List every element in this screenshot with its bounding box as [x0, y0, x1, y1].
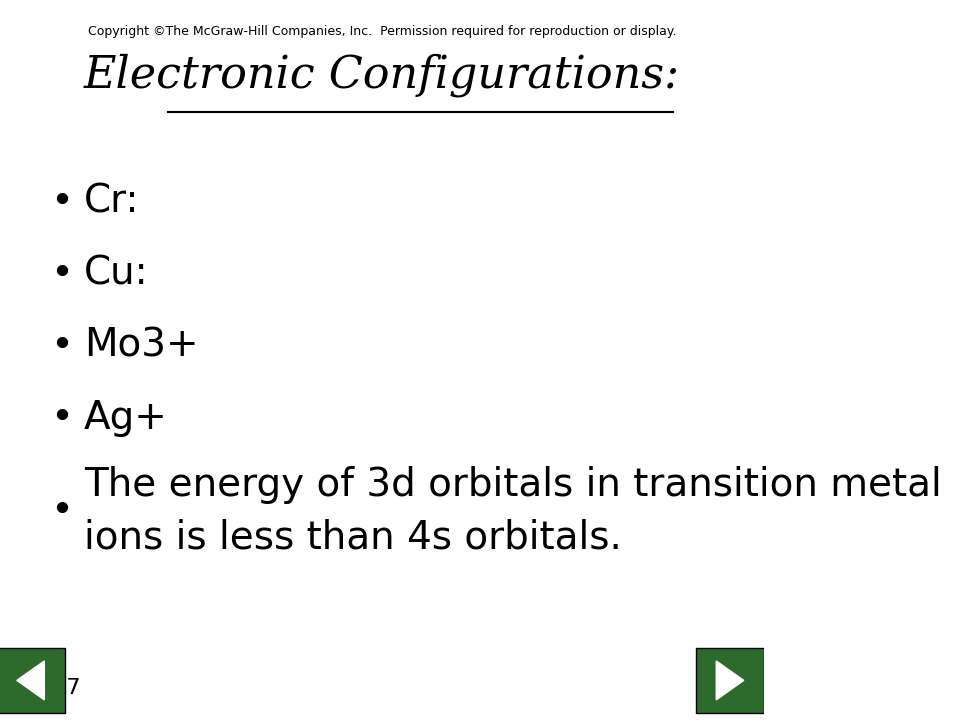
- Polygon shape: [17, 661, 44, 700]
- Text: •: •: [50, 183, 73, 220]
- Polygon shape: [716, 661, 744, 700]
- FancyBboxPatch shape: [696, 648, 764, 713]
- Text: •: •: [50, 399, 73, 436]
- Text: Ag+: Ag+: [84, 399, 168, 436]
- Text: Cr:: Cr:: [84, 183, 139, 220]
- Text: The energy of 3d orbitals in transition metal
ions is less than 4s orbitals.: The energy of 3d orbitals in transition …: [84, 466, 942, 557]
- Text: Cu:: Cu:: [84, 255, 149, 292]
- Text: Mo3+: Mo3+: [84, 327, 199, 364]
- Text: •: •: [50, 327, 73, 364]
- Text: Electronic Configurations:: Electronic Configurations:: [84, 54, 681, 97]
- Text: Copyright ©The McGraw-Hill Companies, Inc.  Permission required for reproduction: Copyright ©The McGraw-Hill Companies, In…: [88, 25, 677, 38]
- Text: •: •: [50, 492, 73, 530]
- Text: •: •: [50, 255, 73, 292]
- Text: 23-7: 23-7: [31, 678, 81, 698]
- FancyBboxPatch shape: [0, 648, 65, 713]
